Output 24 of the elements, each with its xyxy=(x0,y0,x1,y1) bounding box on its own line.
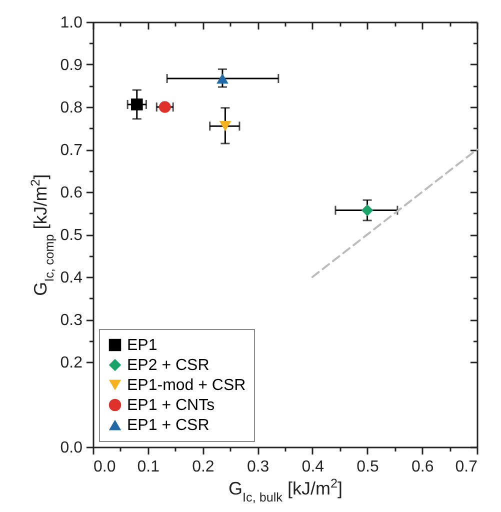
y-tick-label: 0.6 xyxy=(60,184,83,202)
y-tick-label: 0.3 xyxy=(60,312,83,329)
x-tick-label: 0.4 xyxy=(302,458,324,476)
legend-label: EP1-mod + CSR xyxy=(127,377,246,394)
x-tick-label: 0.1 xyxy=(137,458,160,476)
y-tick-label: 0.5 xyxy=(60,227,83,244)
y-tick-label: 0.4 xyxy=(60,270,83,286)
x-tick-label: 0.2 xyxy=(192,458,214,476)
y-tick-label: 1.0 xyxy=(60,14,83,32)
y-tick-label: 0.9 xyxy=(60,57,83,74)
x-tick-label: 0.5 xyxy=(356,458,380,476)
legend-label: EP2 + CSR xyxy=(127,357,210,374)
x-tick-label: 0.7 xyxy=(455,458,478,476)
y-tick-label: 0.8 xyxy=(60,100,83,116)
legend-label: EP1 xyxy=(127,337,158,354)
legend-label: EP1 + CSR xyxy=(127,417,210,434)
x-tick-label: 0.6 xyxy=(412,458,434,476)
legend-label: EP1 + CNTs xyxy=(127,397,215,414)
x-tick-label: 0.0 xyxy=(94,458,116,476)
x-tick-label: 0.3 xyxy=(246,458,270,476)
y-tick-label: 0.0 xyxy=(60,440,83,456)
x-axis-title: G$_{Ic, bulk}$ [kJ/m$^{2}$] xyxy=(228,476,342,504)
y-tick-label: 0.2 xyxy=(60,354,83,372)
y-tick-label: 0.7 xyxy=(60,142,83,159)
